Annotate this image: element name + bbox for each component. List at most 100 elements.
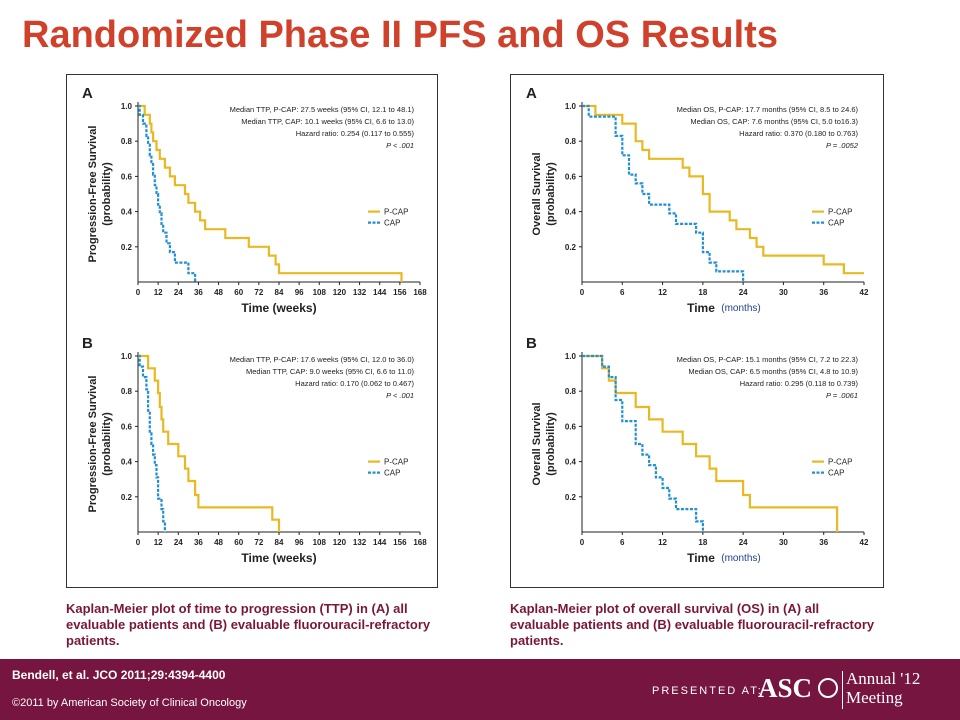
x-tick-label: 36 — [819, 288, 828, 297]
stat-annotation: P = .0052 — [826, 141, 859, 150]
x-axis-unit-box — [715, 549, 767, 566]
panel-letter: A — [82, 85, 93, 102]
stat-annotation: Median TTP, P-CAP: 27.5 weeks (95% CI, 1… — [230, 105, 415, 114]
stat-annotation: Median OS, CAP: 7.6 months (95% CI, 5.0 … — [690, 117, 858, 126]
legend-label-p-cap: P-CAP — [384, 208, 408, 217]
x-axis-label: Time (weeks) — [241, 301, 316, 315]
x-tick-label: 36 — [194, 538, 203, 547]
y-tick-label: 1.0 — [565, 102, 577, 111]
panel-letter: A — [526, 85, 537, 102]
x-tick-label: 108 — [313, 538, 327, 547]
slide-title: Randomized Phase II PFS and OS Results — [22, 14, 778, 56]
x-tick-label: 156 — [393, 288, 407, 297]
x-tick-label: 96 — [295, 538, 304, 547]
os-figure-panel: A 0.2 0.4 0.6 0.8 1.0 0 6 12 18 24 30 36 42 Overall Su… — [510, 74, 884, 588]
x-tick-label: 42 — [860, 538, 869, 547]
x-axis-unit-label: (months) — [721, 553, 760, 564]
y-tick-label: 0.2 — [565, 493, 577, 502]
asco-logo: ASC — [758, 673, 813, 703]
citation: Bendell, et al. JCO 2011;29:4394-4400 — [12, 668, 226, 682]
stat-annotation: Median OS, CAP: 6.5 months (95% CI, 4.8 … — [688, 367, 858, 376]
y-tick-label: 0.6 — [565, 172, 577, 181]
y-tick-label: 0.2 — [565, 243, 577, 252]
x-tick-label: 144 — [373, 288, 387, 297]
y-tick-label: 1.0 — [121, 102, 133, 111]
asco-logo-ring-icon — [818, 678, 838, 698]
x-tick-label: 120 — [333, 538, 347, 547]
caption-os: Kaplan-Meier plot of overall survival (O… — [510, 601, 875, 648]
series-line-cap — [582, 104, 745, 282]
legend-label-cap: CAP — [828, 469, 844, 478]
ttp-kaplan-meier-figure: A 0.2 0.4 0.6 0.8 1.0 0 12 24 36 48 60 72 84 96 108 120 1… — [82, 85, 427, 565]
stat-annotation: Hazard ratio: 0.170 (0.062 to 0.467) — [295, 379, 414, 388]
logo-divider — [842, 671, 843, 709]
x-tick-label: 156 — [393, 538, 407, 547]
stat-annotation: Hazard ratio: 0.254 (0.117 to 0.555) — [296, 129, 415, 138]
km-chart-A: A 0.2 0.4 0.6 0.8 1.0 0 6 12 18 24 30 36 42 Overall Su… — [526, 85, 869, 316]
legend-label-cap: CAP — [384, 219, 400, 228]
x-axis-unit-label: (months) — [721, 303, 760, 314]
x-tick-label: 18 — [698, 538, 707, 547]
x-axis-label: Time — [687, 301, 715, 315]
y-tick-label: 1.0 — [565, 352, 577, 361]
y-tick-label: 0.8 — [121, 387, 133, 396]
stat-annotation: Median TTP, CAP: 10.1 weeks (95% CI, 6.6… — [241, 117, 414, 126]
x-tick-label: 72 — [254, 288, 263, 297]
legend-label-p-cap: P-CAP — [828, 208, 852, 217]
presented-at-label: PRESENTED AT: — [652, 685, 763, 697]
x-tick-label: 18 — [698, 288, 707, 297]
stat-annotation: Hazard ratio: 0.295 (0.118 to 0.739) — [740, 379, 859, 388]
y-tick-label: 0.2 — [121, 493, 133, 502]
ttp-figure-panel: A 0.2 0.4 0.6 0.8 1.0 0 12 24 36 48 60 72 84 96 108 120 1… — [66, 74, 438, 588]
y-tick-label: 0.4 — [121, 458, 133, 467]
y-tick-label: 0.4 — [565, 458, 577, 467]
panel-letter: B — [82, 335, 93, 352]
x-tick-label: 12 — [154, 288, 163, 297]
x-tick-label: 60 — [234, 538, 243, 547]
os-kaplan-meier-figure: A 0.2 0.4 0.6 0.8 1.0 0 6 12 18 24 30 36 42 Overall Su… — [526, 85, 869, 566]
x-tick-label: 132 — [353, 538, 367, 547]
y-tick-label: 0.8 — [565, 387, 577, 396]
x-axis-label: Time (weeks) — [241, 551, 316, 565]
y-axis-label-unit: (probability) — [101, 412, 113, 476]
stat-annotation: P < .001 — [386, 141, 414, 150]
y-tick-label: 0.4 — [121, 208, 133, 217]
stat-annotation: Median TTP, CAP: 9.0 weeks (95% CI, 6.6 … — [246, 367, 415, 376]
x-tick-label: 12 — [154, 538, 163, 547]
y-tick-label: 0.8 — [565, 137, 577, 146]
y-axis-label-unit: (probability) — [545, 162, 557, 226]
x-tick-label: 0 — [136, 288, 141, 297]
x-tick-label: 144 — [373, 538, 387, 547]
y-tick-label: 0.6 — [565, 422, 577, 431]
x-tick-label: 30 — [779, 288, 788, 297]
series-line-p-cap — [138, 354, 281, 532]
x-tick-label: 168 — [413, 288, 427, 297]
x-tick-label: 84 — [275, 538, 284, 547]
x-tick-label: 84 — [275, 288, 284, 297]
x-tick-label: 30 — [779, 538, 788, 547]
x-tick-label: 36 — [194, 288, 203, 297]
km-chart-B: B 0.2 0.4 0.6 0.8 1.0 0 6 12 18 24 30 36 42 Overall Su… — [526, 335, 869, 566]
x-tick-label: 132 — [353, 288, 367, 297]
x-tick-label: 96 — [295, 288, 304, 297]
x-tick-label: 60 — [234, 288, 243, 297]
km-chart-A: A 0.2 0.4 0.6 0.8 1.0 0 12 24 36 48 60 72 84 96 108 120 1… — [82, 85, 427, 315]
stat-annotation: Hazard ratio: 0.370 (0.180 to 0.763) — [739, 129, 858, 138]
panel-letter: B — [526, 335, 537, 352]
x-tick-label: 48 — [214, 538, 223, 547]
x-tick-label: 72 — [254, 538, 263, 547]
x-tick-label: 0 — [580, 538, 585, 547]
y-tick-label: 0.2 — [121, 243, 133, 252]
y-tick-label: 0.6 — [121, 422, 133, 431]
x-tick-label: 24 — [174, 538, 183, 547]
legend-label-cap: CAP — [828, 219, 844, 228]
x-tick-label: 24 — [174, 288, 183, 297]
km-chart-B: B 0.2 0.4 0.6 0.8 1.0 0 12 24 36 48 60 72 84 96 108 120 1… — [82, 335, 427, 565]
legend-label-cap: CAP — [384, 469, 400, 478]
caption-ttp: Kaplan-Meier plot of time to progression… — [66, 601, 431, 648]
y-axis-label-unit: (probability) — [101, 162, 113, 226]
x-tick-label: 6 — [620, 288, 625, 297]
y-tick-label: 1.0 — [121, 352, 133, 361]
series-line-cap — [138, 104, 197, 282]
meeting-line-2: Meeting — [846, 688, 903, 707]
